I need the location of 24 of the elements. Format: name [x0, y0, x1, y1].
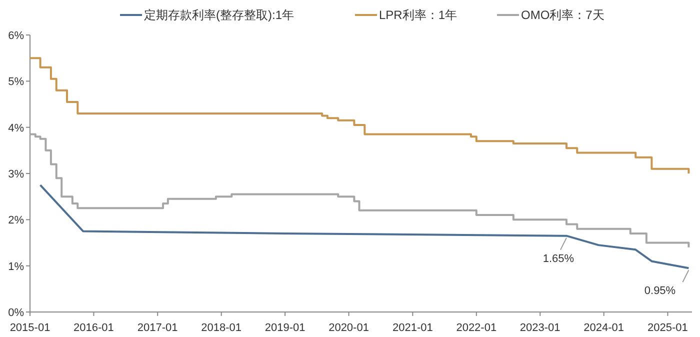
x-tick-label: 2016-01 [74, 322, 114, 334]
y-tick-label: 3% [8, 168, 24, 180]
y-tick-label: 5% [8, 76, 24, 88]
y-tick-label: 2% [8, 214, 24, 227]
annotation: 1.65% [542, 252, 574, 265]
x-tick-label: 2023-01 [520, 322, 560, 334]
legend-label: LPR利率：1年 [379, 8, 458, 22]
x-tick-label: 2025-01 [648, 322, 688, 334]
annotation: 0.95% [644, 285, 676, 298]
x-tick-label: 2018-01 [201, 322, 242, 334]
x-tick-label: 2015-01 [10, 322, 50, 334]
x-tick-label: 2024-01 [584, 322, 624, 334]
y-tick-label: 1% [8, 260, 24, 273]
x-tick-label: 2021-01 [392, 322, 433, 334]
x-tick-label: 2020-01 [328, 322, 369, 334]
x-tick-label: 2022-01 [456, 322, 497, 334]
y-tick-label: 0% [8, 307, 24, 319]
line-series [39, 184, 690, 270]
y-tick-label: 4% [8, 122, 24, 134]
y-tick-label: 6% [8, 30, 24, 42]
legend-label: 定期存款利率(整存整取):1年 [144, 8, 294, 22]
x-tick-label: 2017-01 [137, 322, 178, 334]
x-tick-label: 2019-01 [264, 322, 306, 334]
legend-label: OMO利率：7天 [521, 8, 604, 22]
